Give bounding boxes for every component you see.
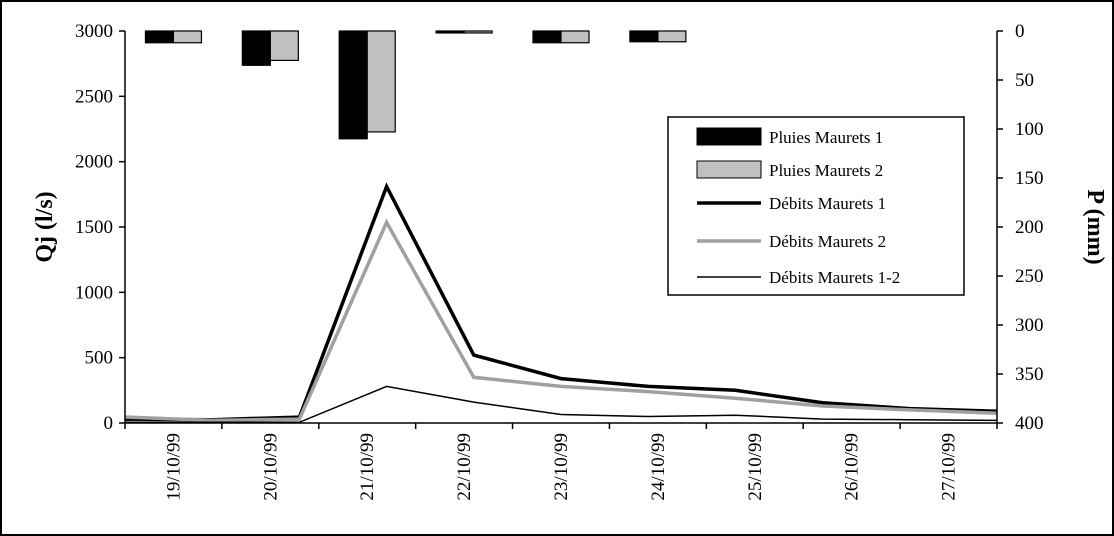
bar-2-2 — [366, 30, 396, 133]
x-tick-label-8: 27/10/99 — [939, 433, 960, 501]
y-left-tick-label-0: 0 — [104, 413, 114, 434]
bar-1-1 — [241, 30, 271, 66]
x-tick-label-1: 20/10/99 — [260, 433, 281, 501]
y-axis-right-title: P (mm) — [1082, 189, 1108, 264]
x-tick-label-7: 26/10/99 — [842, 433, 863, 501]
legend-label-debits-2: Débits Maurets 2 — [769, 232, 886, 251]
x-tick-label-6: 25/10/99 — [745, 433, 766, 501]
bar-2-3 — [463, 30, 493, 34]
y-right-tick-label-2: 100 — [1015, 119, 1044, 140]
y-right-tick-label-4: 200 — [1015, 217, 1044, 238]
y-left-tick-label-3: 1500 — [75, 217, 113, 238]
y-left-tick-label-6: 3000 — [75, 21, 113, 42]
bar-1-2 — [338, 30, 368, 140]
y-left-tick-label-2: 1000 — [75, 282, 113, 303]
legend-swatch-pluies-2 — [696, 160, 762, 179]
bar-1-3 — [435, 30, 465, 34]
y-right-tick-label-5: 250 — [1015, 266, 1044, 287]
y-right-tick-label-0: 0 — [1015, 21, 1025, 42]
y-right-tick-label-6: 300 — [1015, 315, 1044, 336]
plot-area: 0 500 1000 1500 2000 2500 3000 0 50 100 150 200 250 3… — [75, 21, 1044, 501]
legend-label-debits-1-2: Débits Maurets 1-2 — [769, 268, 900, 287]
x-tick-label-5: 24/10/99 — [648, 433, 669, 501]
bar-2-0 — [172, 30, 203, 44]
bar-1-0 — [144, 30, 175, 44]
y-right-tick-label-3: 150 — [1015, 168, 1044, 189]
x-tick-label-2: 21/10/99 — [357, 433, 378, 501]
legend-box — [667, 116, 965, 296]
y-left-tick-label-5: 2500 — [75, 86, 113, 107]
bar-1-4 — [532, 30, 562, 44]
x-tick-label-0: 19/10/99 — [163, 433, 184, 501]
y-axis-left-title: Qj (l/s) — [32, 191, 58, 262]
bar-2-5 — [657, 30, 687, 43]
legend-label-pluies-1: Pluies Maurets 1 — [769, 128, 883, 147]
y-right-tick-label-1: 50 — [1015, 70, 1034, 91]
bar-2-1 — [269, 30, 299, 61]
legend-swatch-pluies-1 — [696, 127, 762, 146]
legend-label-pluies-2: Pluies Maurets 2 — [769, 161, 883, 180]
x-tick-label-3: 22/10/99 — [454, 433, 475, 501]
series-line-2 — [124, 218, 998, 423]
legend-label-debits-1: Débits Maurets 1 — [769, 194, 886, 213]
bar-2-4 — [560, 30, 590, 44]
y-right-tick-label-7: 350 — [1015, 364, 1044, 385]
y-right-tick-label-8: 400 — [1015, 413, 1044, 434]
y-left-tick-label-4: 2000 — [75, 152, 113, 173]
x-tick-label-4: 23/10/99 — [551, 433, 572, 501]
legend: Pluies Maurets 1 Pluies Maurets 2 Débits… — [667, 116, 965, 296]
bar-1-5 — [629, 30, 659, 43]
y-left-tick-label-1: 500 — [85, 348, 114, 369]
